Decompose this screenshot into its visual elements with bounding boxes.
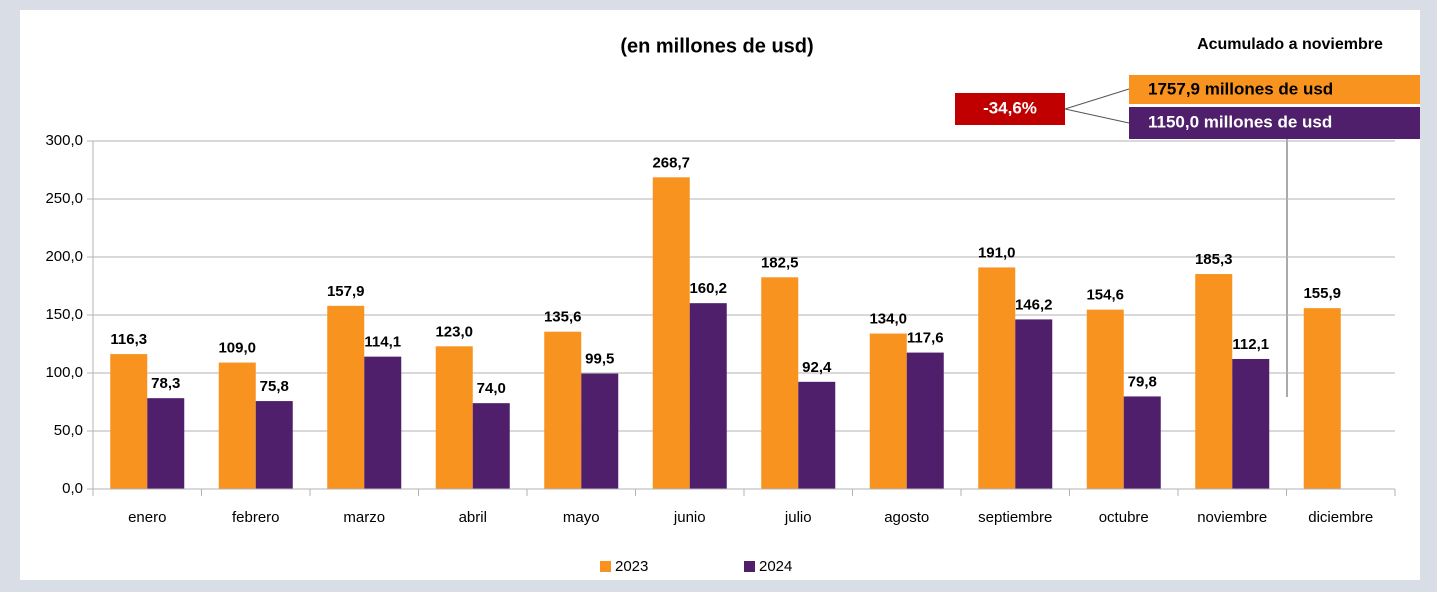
annotation-box-2024 [1129, 107, 1420, 139]
y-tick-label: 50,0 [54, 422, 83, 439]
value-label: 157,9 [327, 283, 365, 300]
value-label: 109,0 [218, 340, 256, 357]
bar [364, 356, 402, 489]
bar [906, 352, 944, 489]
x-tick-label: febrero [232, 509, 280, 526]
value-label: 191,0 [978, 244, 1016, 261]
value-label: 160,2 [689, 280, 727, 297]
y-tick-label: 150,0 [45, 306, 83, 323]
bar [472, 403, 510, 489]
bar [255, 401, 293, 489]
annotation-change: -34,6% [983, 98, 1037, 117]
value-label: 114,1 [364, 334, 401, 351]
annotation-total-2023: 1757,9 millones de usd [1148, 79, 1333, 98]
value-label: 99,5 [585, 351, 614, 368]
annotation-change-box [955, 93, 1065, 125]
value-label: 185,3 [1195, 251, 1233, 268]
value-label: 268,7 [652, 154, 690, 171]
legend-swatch [744, 561, 755, 572]
x-tick-label: agosto [884, 509, 929, 526]
bar [110, 354, 148, 489]
bar [761, 277, 799, 489]
bar [1303, 308, 1341, 489]
x-tick-label: septiembre [978, 509, 1052, 526]
legend-label: 2023 [615, 558, 648, 575]
bar [689, 303, 727, 489]
x-tick-label: enero [128, 509, 166, 526]
y-tick-label: 300,0 [45, 132, 83, 149]
annotation-heading: Acumulado a noviembre [1197, 36, 1383, 53]
y-tick-label: 250,0 [45, 190, 83, 207]
bar [147, 398, 185, 489]
y-tick-label: 200,0 [45, 248, 83, 265]
bar [218, 362, 256, 489]
value-label: 112,1 [1232, 336, 1269, 353]
bar [798, 381, 836, 489]
value-label: 78,3 [151, 375, 180, 392]
bar [1123, 396, 1161, 489]
value-label: 116,3 [110, 331, 147, 348]
legend-label: 2024 [759, 558, 792, 575]
bar [327, 305, 365, 489]
bar [978, 267, 1016, 489]
x-tick-label: julio [784, 509, 812, 526]
bar [544, 331, 582, 489]
value-label: 117,6 [907, 330, 944, 347]
value-label: 134,0 [869, 311, 907, 328]
value-label: 146,2 [1015, 296, 1053, 313]
value-label: 123,0 [435, 323, 473, 340]
x-tick-label: noviembre [1197, 509, 1267, 526]
x-tick-label: abril [459, 509, 487, 526]
bar [581, 373, 619, 489]
connector [1064, 108, 1130, 124]
value-label: 74,0 [477, 380, 506, 397]
value-label: 135,6 [544, 309, 582, 326]
bar [1015, 319, 1053, 489]
bar [1086, 309, 1124, 489]
value-label: 75,8 [260, 378, 289, 395]
bar [652, 177, 690, 490]
value-label: 182,5 [761, 254, 799, 271]
legend-swatch [600, 561, 611, 572]
x-tick-label: junio [673, 509, 706, 526]
x-tick-label: octubre [1099, 509, 1149, 526]
connector [1064, 88, 1130, 110]
annotation-total-2024: 1150,0 millones de usd [1148, 112, 1332, 131]
value-label: 155,9 [1303, 285, 1341, 302]
y-tick-label: 0,0 [62, 480, 83, 497]
value-label: 154,6 [1086, 287, 1124, 304]
x-tick-label: diciembre [1308, 509, 1373, 526]
x-tick-label: mayo [563, 509, 600, 526]
value-label: 79,8 [1128, 373, 1157, 390]
bar [1195, 274, 1233, 489]
bar [435, 346, 473, 489]
bar [1232, 358, 1270, 489]
x-tick-label: marzo [343, 509, 385, 526]
bar [869, 333, 907, 489]
y-tick-label: 100,0 [45, 364, 83, 381]
value-label: 92,4 [802, 359, 832, 376]
annotation-box-2023 [1129, 75, 1420, 104]
chart-title: (en millones de usd) [620, 35, 813, 57]
